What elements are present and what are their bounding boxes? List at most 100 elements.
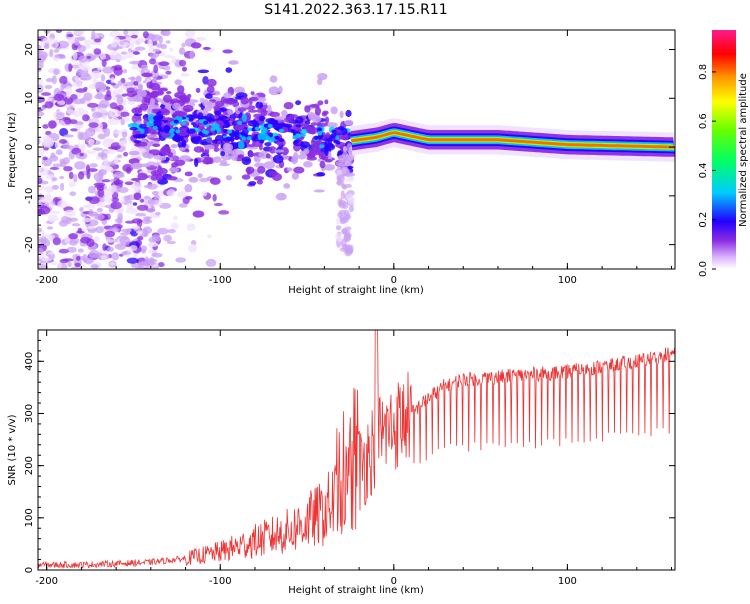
heatmap-blob <box>264 142 272 147</box>
heatmap-blob <box>65 85 73 95</box>
heatmap-blob <box>77 131 84 141</box>
colorbar-tick-label: 0.0 <box>698 261 709 277</box>
heatmap-blob <box>283 101 294 110</box>
heatmap-blob <box>314 106 321 116</box>
heatmap-blob <box>42 124 49 129</box>
heatmap-blob <box>99 201 106 208</box>
heatmap-blob <box>141 72 153 78</box>
y-tick-label: -10 <box>24 188 35 204</box>
heatmap-blob <box>210 123 220 129</box>
heatmap-blob <box>103 127 111 137</box>
heatmap-blob <box>129 40 135 49</box>
heatmap-blob <box>309 104 320 108</box>
heatmap-blob <box>38 51 48 61</box>
heatmap-blob <box>170 222 179 230</box>
heatmap-blob <box>97 66 102 71</box>
heatmap-blob <box>181 42 186 48</box>
heatmap-blob <box>44 185 54 194</box>
heatmap-blob <box>295 100 302 106</box>
heatmap-blob <box>140 89 147 97</box>
heatmap-blob <box>124 181 134 186</box>
heatmap-blob <box>184 196 193 200</box>
heatmap-blob <box>126 90 138 98</box>
heatmap-blob <box>68 63 73 72</box>
heatmap-blob <box>241 136 247 141</box>
heatmap-blob <box>324 148 329 157</box>
heatmap-blob <box>173 119 179 124</box>
heatmap-blob <box>269 75 278 83</box>
heatmap-blob <box>74 262 81 268</box>
heatmap-blob <box>155 211 161 216</box>
heatmap-blob <box>75 121 84 126</box>
heatmap-blob <box>139 163 151 168</box>
heatmap-blob <box>324 159 333 163</box>
heatmap-blob <box>197 69 210 74</box>
heatmap-blob <box>146 81 154 89</box>
heatmap-blob <box>168 167 179 173</box>
heatmap-blob <box>291 172 299 180</box>
heatmap-blob <box>317 122 328 127</box>
heatmap-blob <box>234 136 240 141</box>
heatmap-blob <box>344 119 354 126</box>
heatmap-blob <box>42 37 55 44</box>
heatmap-blob <box>278 138 284 143</box>
heatmap-blob <box>258 143 263 151</box>
snr-frame <box>37 329 676 571</box>
heatmap-blob <box>123 195 130 201</box>
heatmap-blob <box>152 48 161 53</box>
heatmap-blob <box>74 161 86 170</box>
heatmap-blob <box>234 131 240 136</box>
heatmap-blob <box>43 147 49 151</box>
heatmap-blob <box>131 65 138 70</box>
heatmap-blob <box>119 236 131 246</box>
heatmap-blob <box>84 72 91 77</box>
heatmap-blob <box>151 190 159 196</box>
heatmap-blob <box>183 108 192 112</box>
heatmap-blob <box>284 116 293 123</box>
heatmap-blob <box>213 146 220 153</box>
heatmap-blob <box>107 246 114 252</box>
heatmap-blob <box>149 52 160 58</box>
heatmap-blob <box>54 141 61 149</box>
heatmap-blob <box>223 119 229 124</box>
heatmap-blob <box>101 58 107 68</box>
heatmap-blob <box>139 123 147 129</box>
heatmap-blob <box>197 112 204 121</box>
heatmap-blob <box>204 93 213 100</box>
heatmap-blob <box>147 113 156 122</box>
heatmap-blob <box>260 130 266 135</box>
heatmap-blob <box>81 142 86 152</box>
heatmap-blob <box>111 184 117 192</box>
heatmap-blob <box>93 182 106 187</box>
heatmap-blob <box>171 56 177 64</box>
heatmap-blob <box>205 258 217 267</box>
heatmap-blob <box>109 51 120 60</box>
heatmap-blob <box>116 96 124 105</box>
heatmap-blob <box>72 51 78 61</box>
heatmap-blob <box>340 190 345 200</box>
x-tick-label: 100 <box>558 576 577 587</box>
heatmap-blob <box>44 100 54 109</box>
heatmap-blob <box>174 79 182 86</box>
spectrogram-frame <box>37 29 676 270</box>
heatmap-blob <box>40 196 52 204</box>
heatmap-blob <box>189 50 195 60</box>
heatmap-blob <box>83 257 95 264</box>
heatmap-blob <box>227 129 233 134</box>
heatmap-blob <box>111 42 118 48</box>
spectrogram-x-ticks: -200 -100 0 100 <box>35 30 673 286</box>
heatmap-blob <box>67 261 72 268</box>
heatmap-blob <box>133 81 139 86</box>
heatmap-blob <box>38 177 43 185</box>
heatmap-blob <box>335 135 340 141</box>
heatmap-blob <box>225 67 233 73</box>
heatmap-blob <box>198 119 204 124</box>
heatmap-blob <box>335 225 342 231</box>
heatmap-blob <box>241 156 252 166</box>
heatmap-blob <box>80 64 91 71</box>
heatmap-blob <box>345 176 354 183</box>
heatmap-blob <box>248 181 257 186</box>
heatmap-blob <box>190 42 202 49</box>
heatmap-blob <box>63 96 74 105</box>
heatmap-blob <box>50 152 56 159</box>
